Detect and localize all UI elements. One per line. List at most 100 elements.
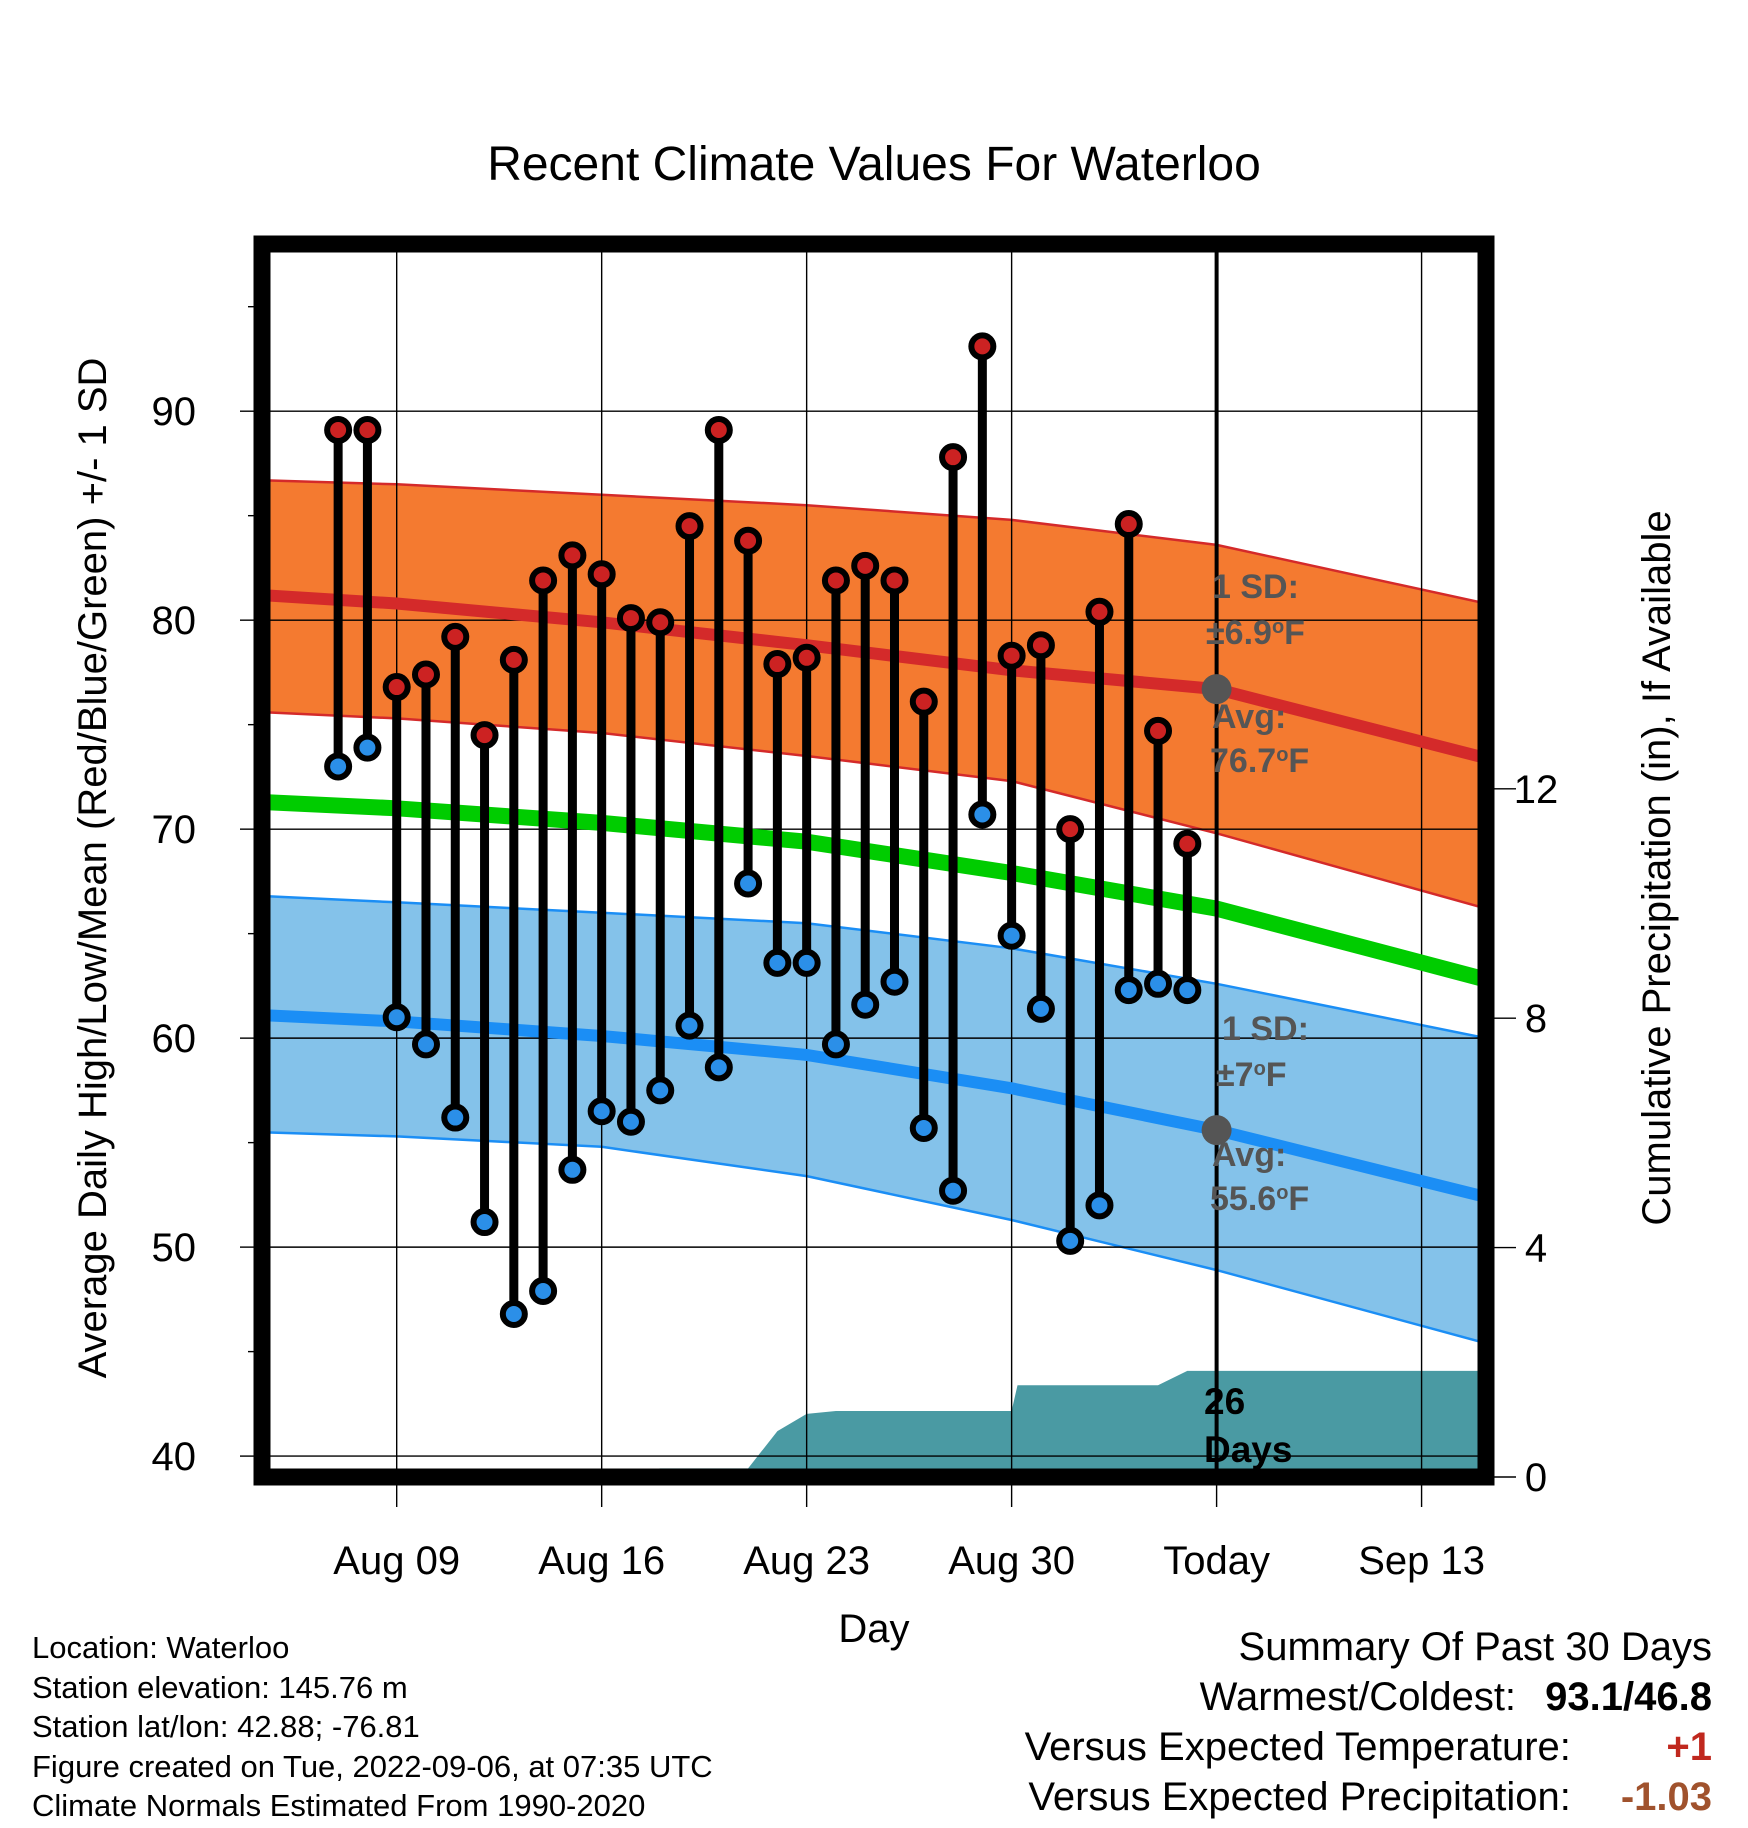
daily-low-point (558, 1155, 587, 1184)
y-tick-label: 80 (152, 599, 197, 643)
warm-cold-label: Warmest/Coldest: (1199, 1675, 1517, 1719)
summary-temp: Versus Expected Temperature: +1 (1025, 1722, 1712, 1772)
daily-high-point (1144, 716, 1173, 745)
summary-title: Summary Of Past 30 Days (1238, 1625, 1712, 1669)
y-tick-label: 40 (152, 1435, 197, 1479)
daily-high-point (646, 608, 675, 637)
y2-axis-label: Cumulative Precipitation (in), If Availa… (1635, 510, 1679, 1225)
y-axis-label: Average Daily High/Low/Mean (Red/Blue/Gr… (71, 358, 115, 1379)
summary-panel: Summary Of Past 30 Days Warmest/Coldest:… (1025, 1622, 1712, 1822)
daily-high-point (763, 650, 792, 679)
info-normals: Climate Normals Estimated From 1990-2020 (32, 1788, 646, 1823)
high-avg-label: Avg: (1212, 698, 1286, 736)
y-tick-label: 60 (152, 1017, 197, 1061)
daily-low-point (763, 948, 792, 977)
x-tick-label: Aug 30 (948, 1539, 1075, 1583)
x-tick-label: Aug 16 (538, 1539, 665, 1583)
daily-high-point (851, 551, 880, 580)
daily-low-point (470, 1208, 499, 1237)
daily-high-point (558, 541, 587, 570)
precip-area (262, 1370, 1486, 1477)
y2-tick-label: 8 (1525, 997, 1547, 1041)
high-avg-value: 76.7oF (1210, 742, 1309, 780)
daily-high-point (353, 415, 382, 444)
daily-high-point (968, 332, 997, 361)
summary-precip: Versus Expected Precipitation: -1.03 (1025, 1772, 1712, 1822)
daily-low-point (411, 1030, 440, 1059)
low-sd-value: ±7oF (1216, 1056, 1287, 1094)
daily-low-point (704, 1053, 733, 1082)
daily-low-point (382, 1003, 411, 1032)
daily-low-point (792, 948, 821, 977)
daily-low-point (939, 1176, 968, 1205)
low-sd-label: 1 SD: (1222, 1010, 1309, 1048)
daily-high-point (1173, 829, 1202, 858)
daily-low-point (1026, 994, 1055, 1023)
daily-high-point (821, 566, 850, 595)
info-location: Location: Waterloo (32, 1630, 290, 1665)
y2-tick-label: 12 (1514, 768, 1559, 812)
high-avg-today-dot (1201, 674, 1232, 705)
daily-high-point (470, 721, 499, 750)
info-latlon: Station lat/lon: 42.88; -76.81 (32, 1709, 420, 1744)
daily-low-point (1085, 1191, 1114, 1220)
daily-high-point (411, 660, 440, 689)
summary-warm-cold: Warmest/Coldest: 93.1/46.8 (1025, 1672, 1712, 1722)
x-tick-label: Aug 23 (743, 1539, 870, 1583)
daily-low-point (324, 752, 353, 781)
info-created: Figure created on Tue, 2022-09-06, at 07… (32, 1748, 713, 1784)
x-tick-label: Sep 13 (1358, 1539, 1485, 1583)
daily-low-point (851, 990, 880, 1019)
low-avg-value: 55.6oF (1210, 1180, 1309, 1218)
warm-cold-value: 93.1/46.8 (1545, 1675, 1712, 1719)
daily-low-point (587, 1097, 616, 1126)
daily-low-point (675, 1011, 704, 1040)
daily-high-point (587, 560, 616, 589)
chart-title: Recent Climate Values For Waterloo (487, 138, 1261, 191)
daily-high-point (324, 415, 353, 444)
daily-low-point (909, 1113, 938, 1142)
low-avg-today-dot (1201, 1115, 1232, 1146)
y2-tick-label: 0 (1525, 1456, 1547, 1500)
daily-high-point (616, 604, 645, 633)
daily-high-point (382, 673, 411, 702)
daily-high-point (939, 443, 968, 472)
daily-high-point (1114, 510, 1143, 539)
daily-high-point (499, 645, 528, 674)
days-count: 26 (1204, 1381, 1245, 1422)
x-tick-label: Today (1163, 1539, 1270, 1583)
temp-value: +1 (1666, 1725, 1712, 1769)
daily-high-point (997, 641, 1026, 670)
daily-low-point (1144, 969, 1173, 998)
plot-area: 1 SD: ±6.9oF Avg: 76.7oF 1 SD: ±7oF Avg: 55.6oF… (262, 244, 1486, 1477)
y-tick-label: 50 (152, 1226, 197, 1270)
high-sd-label: 1 SD: (1212, 568, 1299, 606)
high-sd-value: ±6.9oF (1206, 614, 1305, 652)
daily-high-point (909, 687, 938, 716)
y-tick-label: 70 (152, 808, 197, 852)
low-avg-label: Avg: (1212, 1136, 1286, 1174)
daily-low-point (441, 1103, 470, 1132)
daily-high-point (704, 415, 733, 444)
days-label: Days (1204, 1429, 1292, 1470)
info-elevation: Station elevation: 145.76 m (32, 1669, 408, 1705)
daily-low-point (1114, 976, 1143, 1005)
daily-low-point (997, 921, 1026, 950)
x-tick-label: Aug 09 (333, 1539, 460, 1583)
y2-tick-label: 4 (1525, 1227, 1547, 1271)
daily-high-point (792, 643, 821, 672)
daily-low-point (646, 1076, 675, 1105)
daily-low-point (1173, 976, 1202, 1005)
daily-high-point (441, 622, 470, 651)
daily-low-point (968, 800, 997, 829)
daily-high-point (529, 566, 558, 595)
daily-low-point (529, 1277, 558, 1306)
daily-high-point (734, 526, 763, 555)
daily-high-point (1085, 597, 1114, 626)
daily-high-point (675, 512, 704, 541)
daily-high-point (1026, 631, 1055, 660)
daily-low-point (616, 1107, 645, 1136)
precip-label: Versus Expected Precipitation: (1028, 1775, 1571, 1819)
plot-frame (253, 235, 1495, 1486)
